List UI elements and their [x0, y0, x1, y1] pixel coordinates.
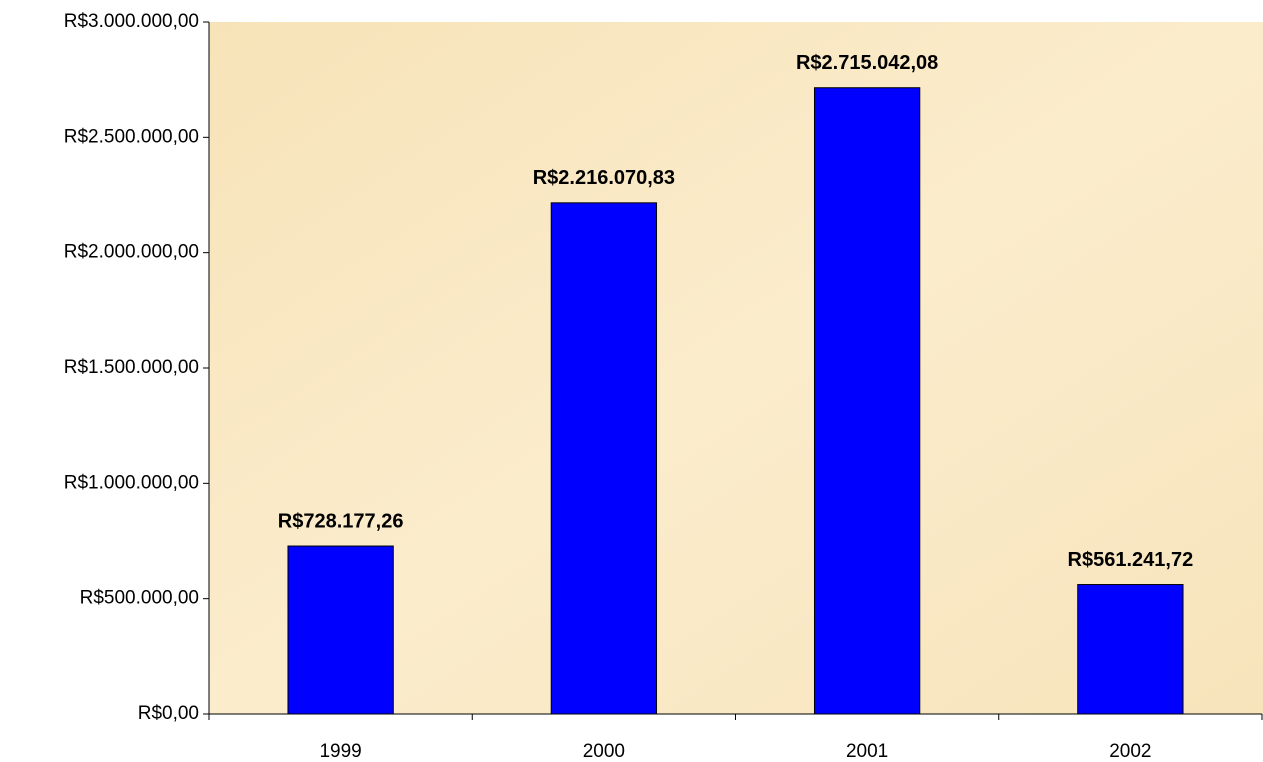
value-label: R$2.715.042,08: [796, 52, 938, 74]
x-tick-label: 1999: [319, 741, 361, 762]
bar: [550, 202, 658, 715]
y-tick-label: R$1.000.000,00: [64, 472, 199, 493]
y-tick-label: R$500.000,00: [80, 588, 199, 609]
y-tick-label: R$0,00: [138, 703, 199, 724]
x-tick-label: 2000: [583, 741, 625, 762]
value-label: R$728.177,26: [278, 510, 404, 532]
value-label: R$561.241,72: [1068, 549, 1194, 571]
bar: [287, 545, 394, 715]
x-tick-label: 2002: [1109, 741, 1151, 762]
y-tick-label: R$1.500.000,00: [64, 357, 199, 378]
y-tick-label: R$2.000.000,00: [64, 242, 199, 263]
bar: [1077, 584, 1184, 715]
y-tick-label: R$3.000.000,00: [64, 11, 199, 32]
value-label: R$2.216.070,83: [533, 167, 675, 189]
x-tick-label: 2001: [846, 741, 888, 762]
y-tick-label: R$2.500.000,00: [64, 126, 199, 147]
bar: [813, 87, 921, 715]
